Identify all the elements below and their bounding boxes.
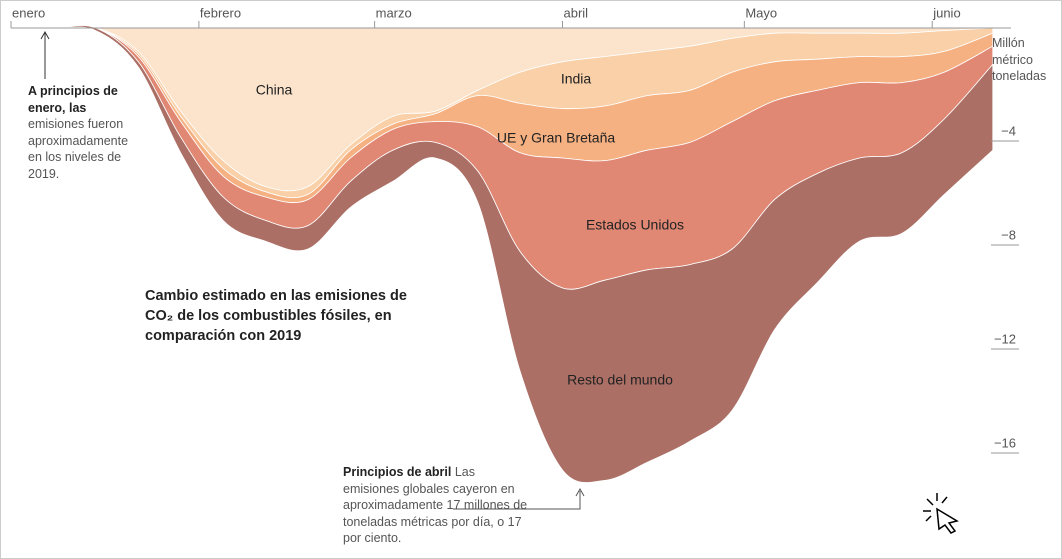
series-label: Estados Unidos	[586, 217, 684, 233]
area	[10, 25, 994, 483]
x-tick-label: Mayo	[745, 5, 777, 20]
cursor-rays	[923, 493, 948, 522]
y-tick-label: −12	[994, 331, 1016, 346]
x-tick-label: abril	[564, 5, 589, 20]
series-label: China	[256, 82, 293, 98]
y-tick-label: −8	[1001, 227, 1016, 242]
arrow-head	[575, 487, 585, 497]
x-tick-label: febrero	[200, 5, 241, 20]
annotation: Principios de abril Las emisiones global…	[343, 464, 533, 547]
x-tick-label: junio	[932, 5, 960, 20]
annotation-text: Las emisiones globales cayeron en aproxi…	[343, 465, 528, 545]
arrow-head	[40, 30, 50, 40]
x-tick-label: marzo	[376, 5, 412, 20]
y-axis-label: Millón métrico toneladas	[992, 36, 1047, 83]
annotation: A principios de enero, las emisiones fue…	[28, 83, 143, 182]
chart-title: Cambio estimado en las emisiones de CO₂ …	[145, 288, 407, 344]
series-label: India	[561, 71, 592, 87]
annotation-bold: Principios de abril	[343, 465, 452, 479]
annotation-bold: A principios de enero, las	[28, 84, 118, 115]
series-label: Resto del mundo	[567, 372, 673, 388]
y-tick-label: −16	[994, 435, 1016, 450]
y-tick-label: −4	[1001, 123, 1016, 138]
series-label: UE y Gran Bretaña	[497, 130, 615, 146]
x-tick-label: enero	[12, 5, 45, 20]
cursor-icon	[936, 507, 959, 534]
annotation-text: emisiones fueron aproximadamente en los …	[28, 117, 129, 181]
annotation-line	[453, 491, 581, 510]
